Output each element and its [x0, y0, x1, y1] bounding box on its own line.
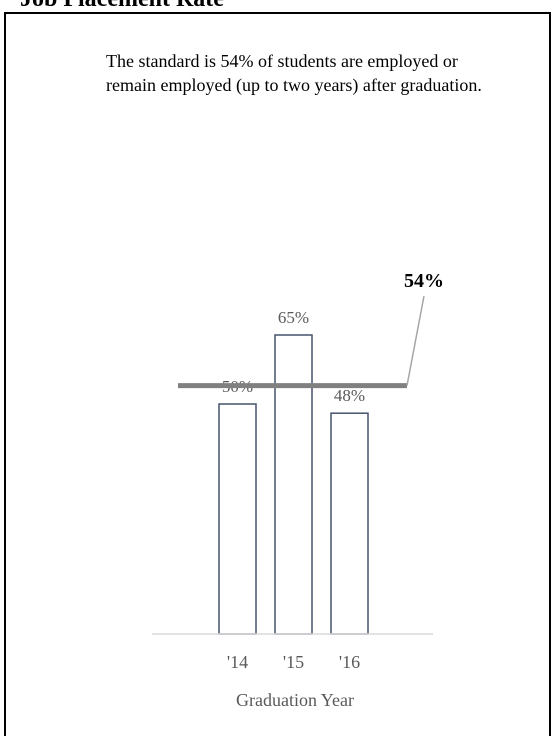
standard-description: The standard is 54% of students are empl… — [106, 51, 482, 95]
chart-frame — [4, 12, 551, 736]
x-tick-label-0: '14 — [227, 652, 248, 672]
standard-reference-label: 54% — [404, 270, 444, 292]
x-tick-label-1: '15 — [283, 652, 304, 672]
data-label-1: 65% — [278, 308, 309, 327]
standard-label-leader — [406, 295, 425, 386]
tick-labels-group: '14 '15 '16 — [227, 652, 360, 672]
bar-1 — [274, 334, 313, 635]
bar-2 — [330, 412, 369, 635]
page-title: Job Placement Rate — [20, 0, 224, 13]
x-axis-title: Graduation Year — [236, 690, 354, 710]
x-tick-label-2: '16 — [339, 652, 360, 672]
data-label-2: 48% — [334, 386, 365, 405]
bar-0 — [218, 403, 257, 635]
data-labels-group: 50%65%48% — [222, 308, 365, 405]
